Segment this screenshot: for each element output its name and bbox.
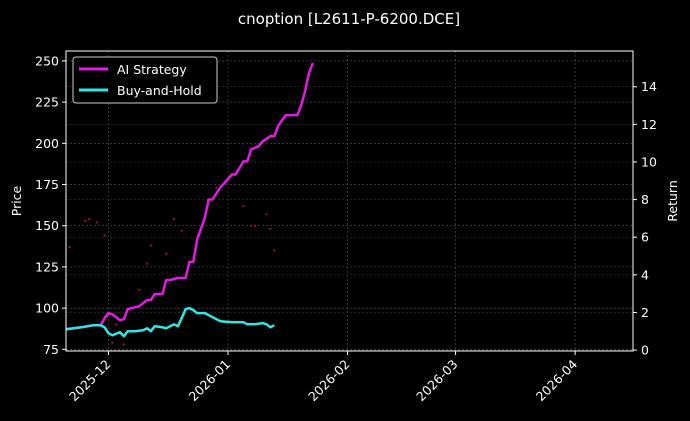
return-tick-label: 8 bbox=[641, 192, 649, 207]
price-point bbox=[103, 234, 106, 237]
price-point bbox=[114, 323, 118, 326]
price-point bbox=[180, 229, 183, 232]
date-tick-label: 2026-04 bbox=[533, 356, 581, 404]
price-tick-label: 200 bbox=[35, 136, 59, 151]
grid-lines bbox=[66, 51, 633, 351]
series-line-ai-strategy bbox=[65, 62, 315, 331]
price-tick-label: 250 bbox=[35, 53, 59, 68]
price-tick-label: 75 bbox=[43, 342, 59, 357]
series-lines bbox=[65, 62, 315, 338]
price-tick-label: 150 bbox=[35, 218, 59, 233]
return-tick-label: 2 bbox=[641, 305, 649, 320]
return-tick-label: 0 bbox=[641, 343, 649, 358]
legend-box bbox=[72, 56, 218, 104]
legend: AI Strategy Buy-and-Hold bbox=[72, 56, 218, 104]
price-point bbox=[215, 186, 218, 190]
return-axis-label: Return bbox=[665, 180, 680, 221]
return-tick-label: 12 bbox=[641, 117, 657, 132]
price-axis-label: Price bbox=[9, 185, 24, 216]
plot-frame bbox=[65, 50, 634, 352]
legend-label-buy-and-hold: Buy-and-Hold bbox=[117, 83, 202, 98]
price-point bbox=[172, 217, 176, 221]
date-axis: 2025-12 2026-01 2026-02 2026-03 2026-04 bbox=[66, 351, 580, 404]
price-point bbox=[253, 224, 257, 227]
price-point bbox=[269, 227, 272, 231]
price-scatter-points bbox=[68, 186, 276, 346]
price-point bbox=[273, 249, 276, 252]
price-point bbox=[84, 219, 87, 222]
price-point bbox=[111, 341, 114, 344]
date-tick-label: 2026-01 bbox=[186, 357, 234, 405]
price-point bbox=[242, 204, 245, 208]
date-tick-label: 2026-03 bbox=[413, 357, 461, 405]
price-tick-label: 175 bbox=[35, 177, 59, 192]
legend-label-ai-strategy: AI Strategy bbox=[117, 62, 187, 77]
date-tick-label: 2026-02 bbox=[305, 357, 353, 405]
price-point bbox=[68, 245, 72, 249]
price-axis: 75 100 125 150 175 200 225 250 bbox=[35, 53, 66, 357]
price-tick-label: 225 bbox=[35, 95, 59, 110]
return-tick-label: 6 bbox=[641, 230, 649, 245]
return-tick-label: 4 bbox=[641, 267, 649, 282]
price-point bbox=[165, 252, 168, 255]
price-tick-label: 100 bbox=[35, 301, 59, 316]
date-tick-label: 2025-12 bbox=[66, 357, 114, 405]
chart-title: cnoption [L2611-P-6200.DCE] bbox=[238, 10, 460, 28]
return-axis: 0 2 4 6 8 10 12 14 bbox=[633, 79, 657, 358]
return-tick-label: 10 bbox=[641, 154, 657, 169]
price-point bbox=[145, 262, 149, 265]
price-point bbox=[249, 224, 253, 227]
price-point bbox=[95, 221, 99, 224]
price-point bbox=[122, 343, 126, 346]
price-point bbox=[138, 288, 141, 292]
return-tick-label: 14 bbox=[641, 79, 657, 94]
price-point bbox=[265, 212, 268, 216]
series-line-buy-and-hold bbox=[65, 306, 275, 338]
price-point bbox=[87, 217, 91, 221]
price-tick-label: 125 bbox=[35, 259, 59, 274]
price-point bbox=[149, 244, 153, 247]
